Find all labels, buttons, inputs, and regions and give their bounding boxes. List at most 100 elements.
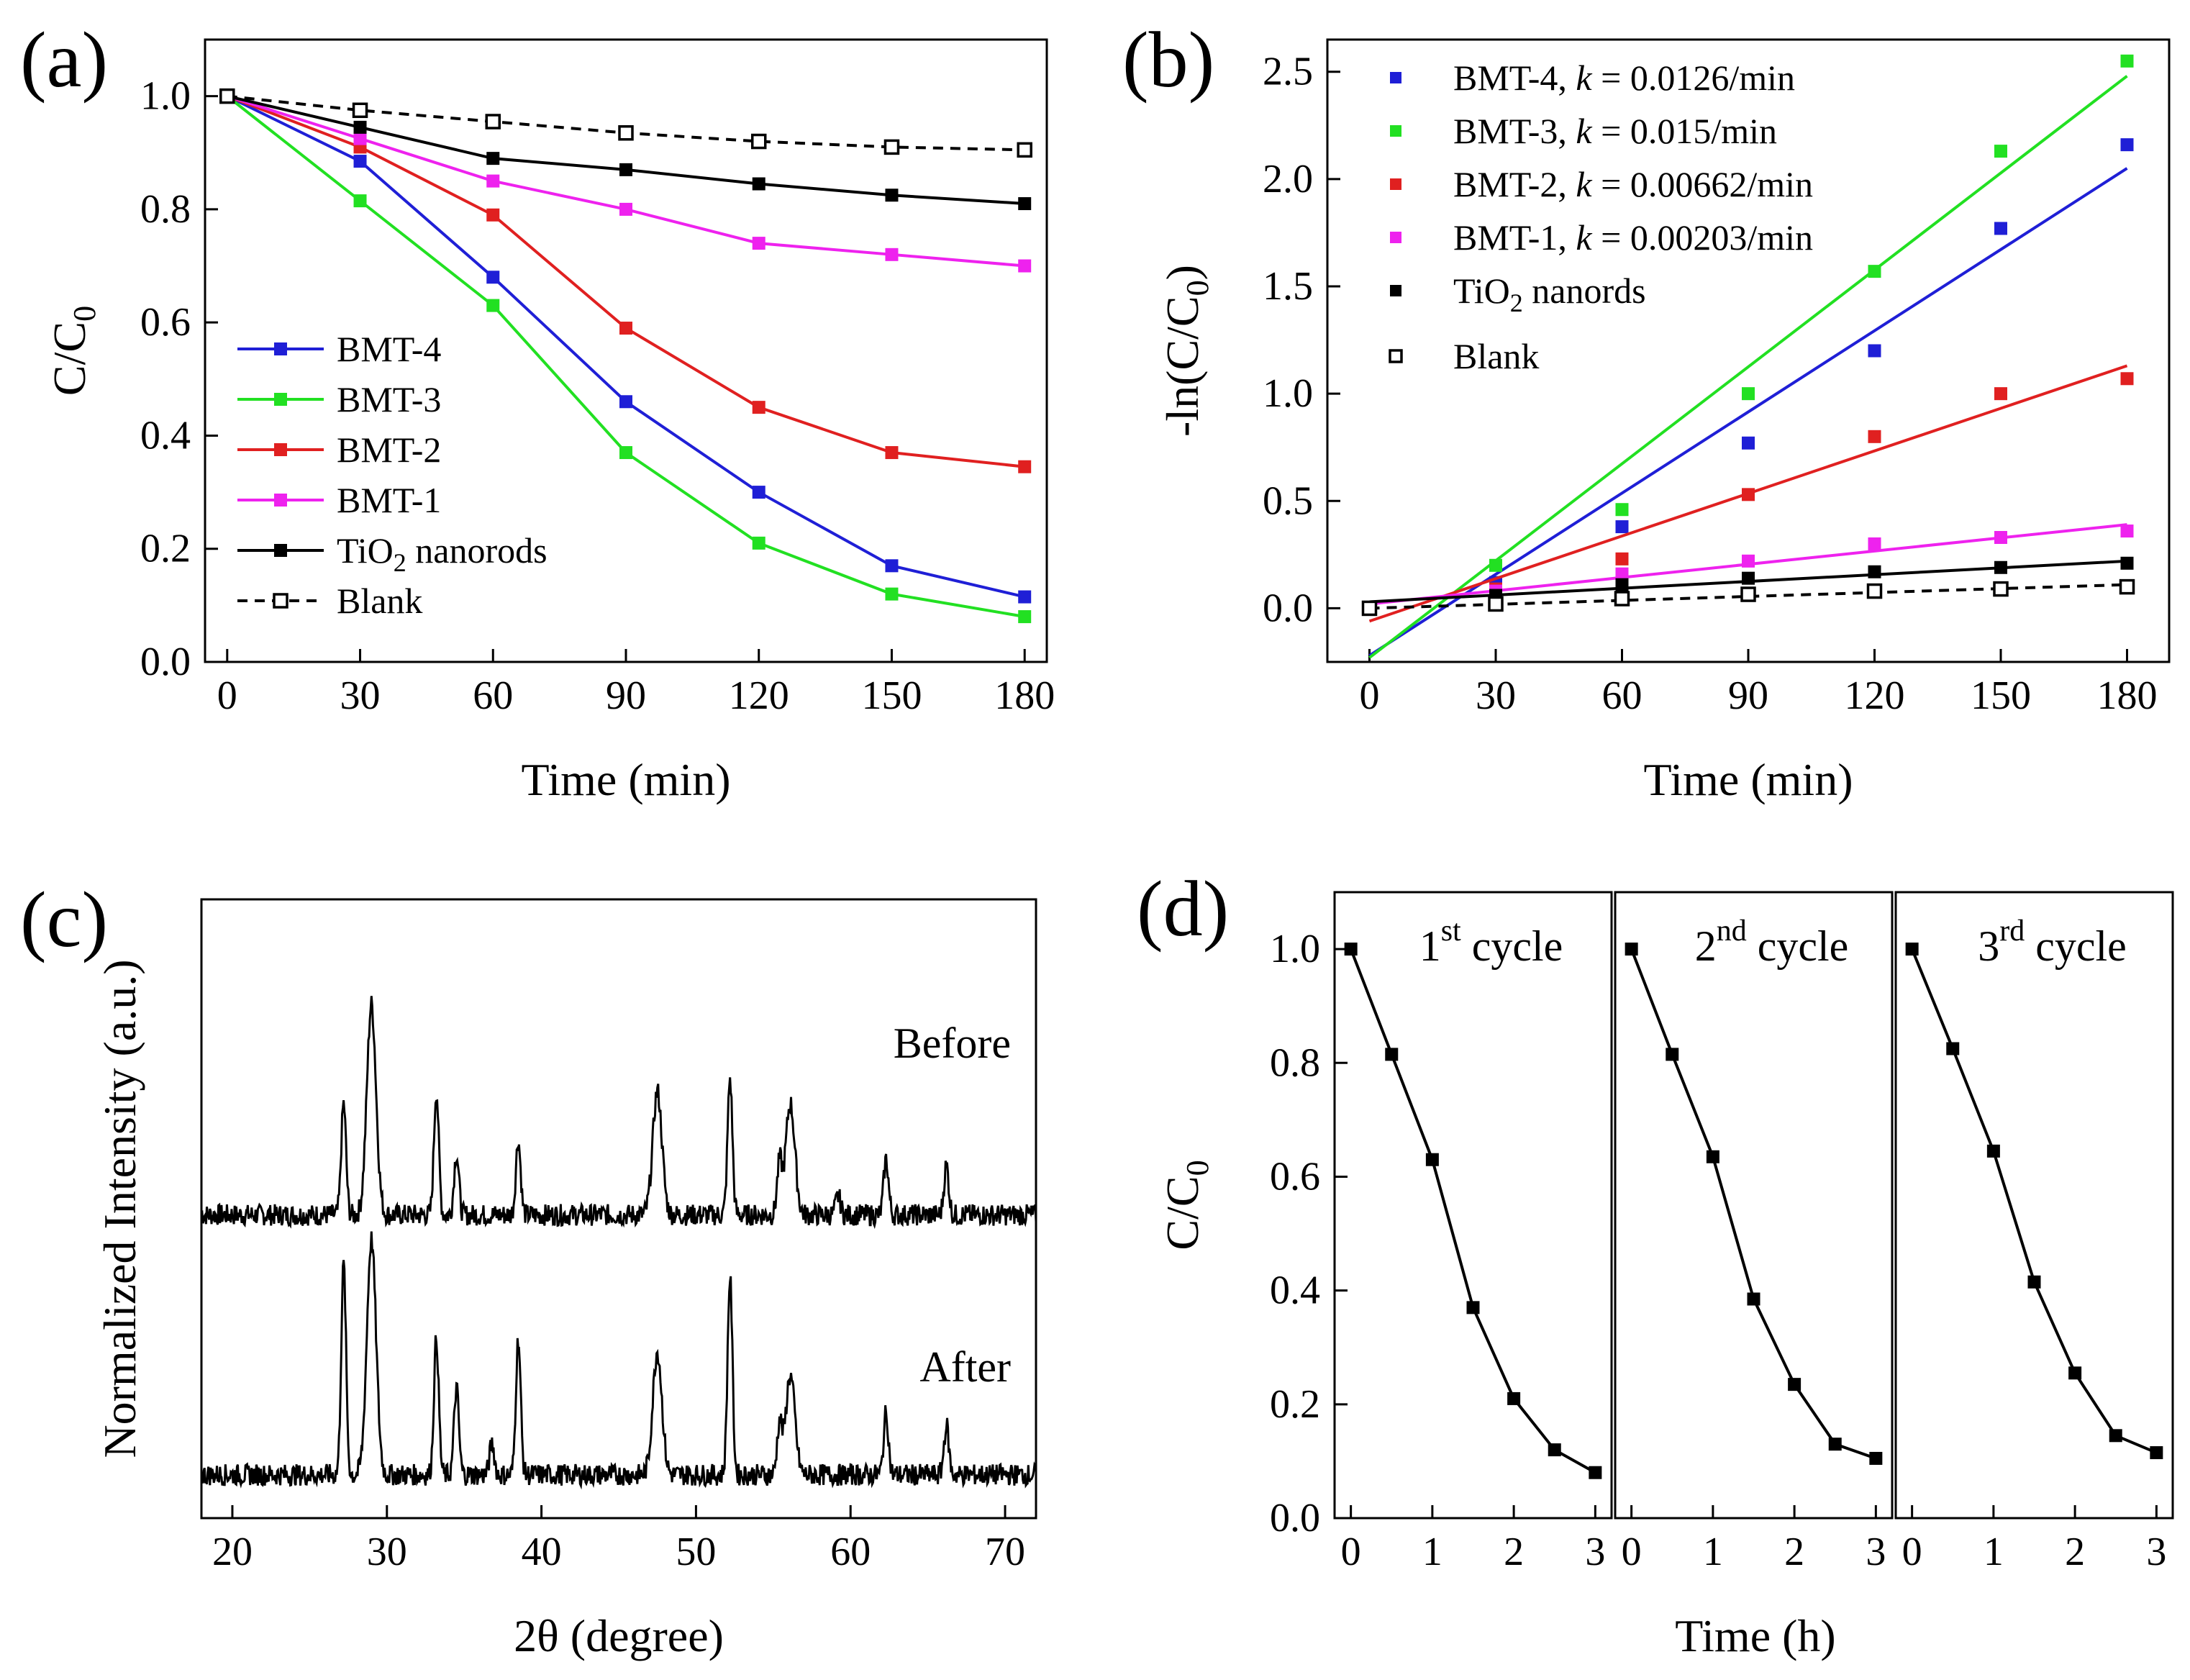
data-point — [752, 536, 765, 550]
legend-marker — [1390, 72, 1401, 83]
data-point — [353, 155, 367, 168]
x-tick-label: 2 — [2065, 1530, 2085, 1574]
data-point — [752, 486, 765, 499]
fit-line-0 — [1368, 167, 2128, 657]
data-point — [1548, 1443, 1561, 1457]
data-point — [485, 114, 501, 130]
data-point — [1018, 197, 1032, 211]
legend-label: TiO2 nanorods — [337, 530, 548, 577]
legend-name: Blank — [1453, 336, 1539, 376]
data-point — [885, 559, 899, 573]
x-tick-label: 60 — [1602, 673, 1642, 718]
data-point — [885, 189, 899, 202]
legend-marker — [274, 443, 287, 456]
trace-label: After — [919, 1343, 1011, 1391]
data-point — [486, 271, 500, 284]
data-point — [1018, 590, 1032, 604]
data-point — [1994, 531, 2007, 544]
data-point — [486, 208, 500, 222]
data-point — [1742, 488, 1755, 501]
data-point — [1489, 558, 1502, 572]
data-point — [885, 446, 899, 460]
y-tick-label: 0.0 — [140, 640, 191, 684]
y-axis-title: C/C0 — [1157, 1160, 1215, 1250]
x-tick-label: 30 — [340, 673, 381, 718]
x-tick-label: 180 — [2097, 673, 2158, 718]
x-tick-label: 90 — [1728, 673, 1768, 718]
data-point — [2120, 54, 2134, 68]
cycle-line — [1630, 948, 1877, 1460]
legend-label: Blank — [337, 581, 422, 621]
xrd-trace-0 — [200, 996, 1037, 1230]
y-tick-label: 1.0 — [140, 74, 191, 119]
x-tick-label: 2 — [1784, 1530, 1804, 1574]
cycle-superscript: st — [1441, 914, 1461, 948]
data-point — [1625, 943, 1638, 956]
panel-c: 20 30 40 50 60 70 2θ (degree) Normalized Intens… — [20, 876, 1037, 1661]
data-point — [352, 102, 368, 119]
data-point — [1488, 596, 1504, 612]
y-tick-label: 0.0 — [1263, 586, 1313, 630]
x-tick-label: 20 — [212, 1530, 253, 1574]
legend-k-value: = 0.015/min — [1592, 111, 1777, 151]
data-point — [1986, 1144, 2000, 1158]
cycle-line — [1910, 948, 2158, 1454]
data-point — [486, 152, 500, 165]
x-axis-title: 2θ (degree) — [514, 1610, 724, 1661]
legend-subscript: 2 — [394, 548, 406, 577]
data-point — [1742, 554, 1755, 568]
y-axis-title-end: ) — [1157, 265, 1208, 280]
x-tick-label: 70 — [985, 1530, 1025, 1574]
y-tick-label: 0.5 — [1263, 478, 1313, 523]
x-axis-title: Time (h) — [1675, 1610, 1835, 1661]
cycle-number: 1 — [1419, 922, 1441, 970]
legend-marker — [274, 544, 287, 557]
legend-subscript: 2 — [1510, 289, 1523, 317]
data-point — [619, 446, 632, 460]
x-tick-label: 50 — [676, 1530, 716, 1574]
data-point — [1742, 436, 1755, 450]
data-point — [883, 139, 900, 155]
y-tick-label: 2.5 — [1263, 50, 1313, 94]
legend-name: TiO — [337, 530, 394, 571]
x-axis-title: Time (min) — [1644, 754, 1853, 805]
data-point — [1742, 571, 1755, 585]
legend-marker — [1390, 285, 1401, 296]
legend-marker — [274, 393, 287, 406]
x-tick-label: 120 — [729, 673, 789, 718]
x-tick-label: 1 — [1703, 1530, 1723, 1574]
data-point — [2068, 1366, 2082, 1380]
data-point — [885, 587, 899, 601]
data-point — [1868, 537, 1881, 550]
data-point — [1905, 943, 1919, 956]
cycle-frame — [1614, 891, 1894, 1520]
legend-name: BMT-1 — [337, 480, 441, 520]
data-point — [1615, 567, 1629, 581]
legend-label: BMT-2, k = 0.00662/min — [1453, 164, 1813, 204]
data-point — [1994, 560, 2007, 574]
legend-name: BMT-3, — [1453, 111, 1576, 151]
cycle-frame — [1333, 891, 1613, 1520]
data-point — [1706, 1150, 1719, 1163]
x-tick-label: 1 — [1984, 1530, 2004, 1574]
data-point — [1993, 581, 2009, 597]
cycle-superscript: rd — [1999, 914, 2025, 948]
data-point — [752, 177, 765, 191]
x-tick-label: 0 — [1902, 1530, 1922, 1574]
cycle-number: 3 — [1978, 922, 1999, 970]
legend-marker — [1390, 232, 1401, 243]
cycle-label: 2nd cycle — [1695, 914, 1849, 970]
x-tick-label: 90 — [606, 673, 646, 718]
data-point — [619, 163, 632, 176]
y-tick-label: 0.4 — [140, 413, 191, 458]
data-point — [2109, 1429, 2122, 1443]
y-axis-title-main: C/C — [1157, 1176, 1208, 1250]
data-point — [1385, 1048, 1399, 1061]
x-tick-label: 60 — [473, 673, 513, 718]
series-line-3 — [227, 94, 1025, 268]
panel-label: (d) — [1137, 865, 1229, 953]
y-axis-title: C/C0 — [44, 306, 102, 396]
x-tick-label: 3 — [2146, 1530, 2166, 1574]
